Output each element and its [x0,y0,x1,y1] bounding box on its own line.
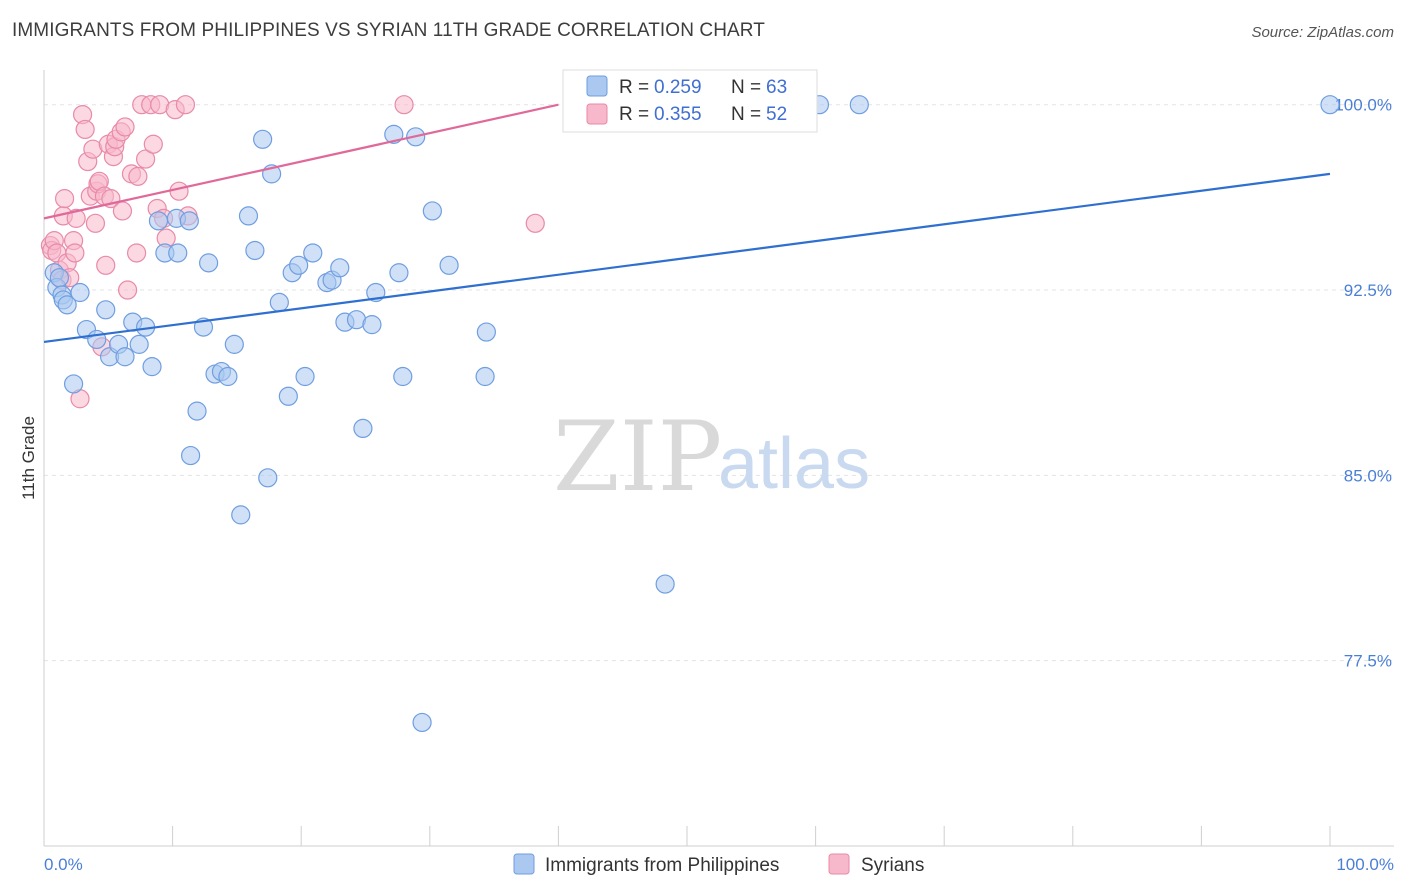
data-point [168,243,188,263]
series-legend-label-syrians: Syrians [861,855,924,876]
data-point [393,366,413,387]
data-point [289,255,309,275]
source-credit: Source: ZipAtlas.com [1251,24,1394,41]
y-tick-label: 77.5% [1344,652,1392,671]
data-point [330,258,350,278]
data-point [57,295,77,315]
data-point [278,386,298,406]
data-point [439,255,459,275]
correlation-legend: R = 0.259 N = 63 R = 0.355 N = 52 [562,69,818,133]
series-legend-swatch-pink [828,853,850,875]
legend-n-value-blue: 63 [766,77,787,98]
data-point [199,253,219,273]
y-tick-label: 85.0% [1344,466,1392,485]
series-legend-label-philippines: Immigrants from Philippines [545,855,779,876]
data-point [353,418,373,439]
legend-swatch-blue [586,75,608,97]
data-point [253,129,273,149]
data-point [65,243,85,263]
data-point [143,134,163,154]
data-point [362,315,382,335]
data-point [1320,95,1340,115]
data-point [295,366,315,387]
data-point [412,712,432,733]
syrians-points [40,95,545,409]
chart-title: IMMIGRANTS FROM PHILIPPINES VS SYRIAN 11… [12,20,765,41]
axes [43,70,1394,847]
legend-r-label-blue: R = [619,77,649,98]
data-point [135,149,156,169]
legend-n-value-pink: 52 [766,104,787,125]
data-point [148,211,169,231]
data-point [129,334,149,354]
data-point [85,213,106,233]
data-point [142,357,162,377]
philippines-trendline [43,172,1331,344]
syrians-trendline [43,103,559,220]
data-point [126,243,147,263]
watermark-zip: ZIP [553,401,722,513]
data-point [70,282,90,303]
y-axis-label: 11th Grade [19,416,38,500]
data-point [181,445,201,466]
y-tick-labels: 77.5% 85.0% 92.5% 100.0% [1334,96,1392,671]
data-point [384,124,404,144]
trendlines [43,103,1331,344]
data-point [187,401,207,421]
watermark-atlas: atlas [718,424,870,504]
data-point [389,263,409,283]
data-point [218,366,238,387]
data-point [63,374,84,394]
y-tick-label: 100.0% [1334,96,1392,115]
data-point [66,208,86,228]
data-point [179,211,199,231]
data-point [258,468,278,488]
data-point [476,322,496,342]
legend-r-value-pink: 0.355 [654,104,702,125]
y-tick-label: 92.5% [1344,281,1392,300]
data-point [175,95,196,115]
legend-n-label-pink: N = [731,104,761,125]
data-point [115,117,135,137]
data-point [269,292,289,312]
data-point [422,201,442,221]
data-point [96,300,116,320]
x-tick-label-max: 100.0% [1336,855,1394,874]
data-point [303,243,323,263]
data-point [394,95,414,115]
data-point [54,189,75,209]
data-point [115,347,135,367]
philippines-points [44,95,1340,733]
legend-n-label-blue: N = [731,77,761,98]
data-point [849,95,869,115]
data-point [75,119,95,140]
data-point [655,574,675,594]
data-point [49,268,70,288]
data-point [169,181,189,201]
data-point [128,166,148,186]
legend-r-value-blue: 0.259 [654,77,702,98]
data-point [231,505,251,525]
data-point [475,366,495,387]
data-point [224,334,244,354]
data-point [245,240,265,261]
data-point [238,206,259,226]
data-point [96,255,116,275]
x-tick-label-min: 0.0% [44,855,83,874]
series-legend: Immigrants from Philippines Syrians [513,853,924,876]
data-point [525,213,545,233]
legend-r-label-pink: R = [619,104,649,125]
x-ticks [43,826,1331,846]
series-legend-swatch-blue [513,853,535,875]
gridlines [44,104,1394,662]
legend-swatch-pink [586,103,608,125]
data-point [112,201,133,221]
data-point [117,280,138,300]
